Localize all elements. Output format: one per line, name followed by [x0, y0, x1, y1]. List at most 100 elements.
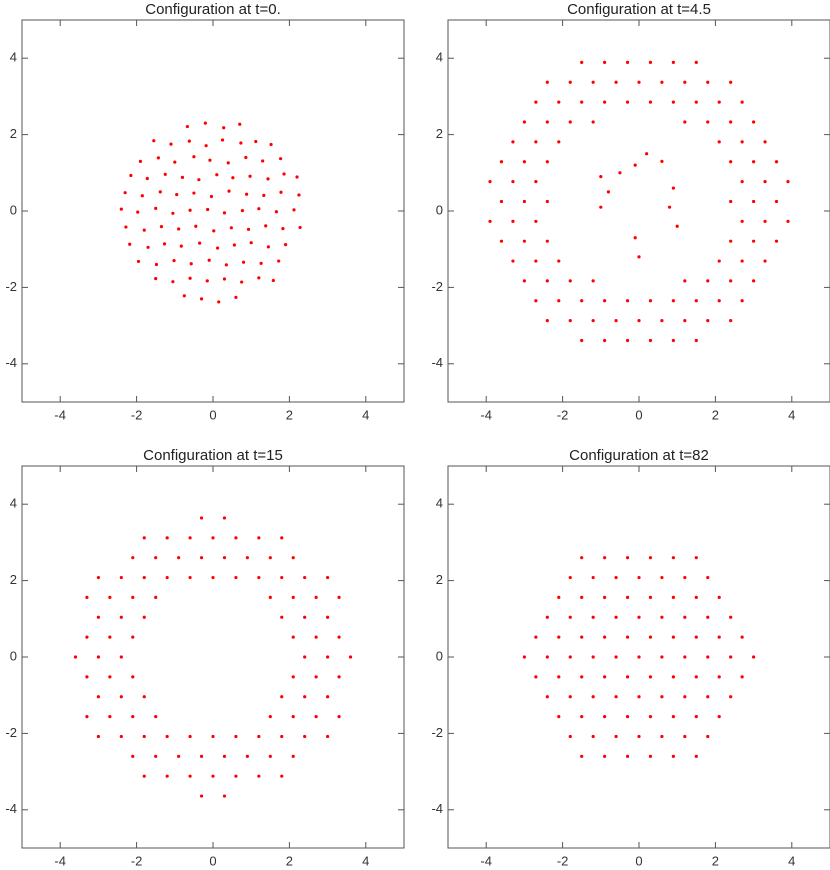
point	[215, 246, 220, 250]
point	[96, 655, 100, 659]
point	[671, 338, 675, 343]
x-tick-label: 4	[788, 407, 795, 422]
point	[227, 189, 231, 193]
point	[637, 319, 641, 323]
point	[557, 299, 561, 303]
point	[580, 100, 584, 104]
point	[694, 635, 698, 639]
point	[142, 228, 146, 232]
point	[303, 655, 307, 659]
point	[192, 155, 196, 159]
point	[614, 655, 618, 659]
point	[291, 595, 295, 600]
point	[683, 655, 687, 659]
point	[648, 299, 653, 303]
point	[194, 224, 198, 228]
point	[534, 219, 538, 223]
point	[239, 141, 243, 145]
point	[591, 120, 595, 124]
point	[119, 615, 123, 619]
point	[786, 179, 790, 184]
point	[154, 595, 158, 600]
y-tick-label: 4	[10, 50, 17, 65]
point	[694, 338, 698, 343]
point	[694, 556, 698, 560]
point	[234, 734, 238, 739]
point	[154, 556, 158, 560]
point	[326, 655, 330, 659]
point	[108, 714, 112, 719]
point	[706, 655, 710, 659]
point	[262, 193, 266, 197]
point	[625, 299, 630, 303]
point	[625, 556, 630, 560]
point	[266, 245, 270, 249]
point	[291, 556, 295, 560]
point	[280, 734, 284, 739]
point	[568, 615, 572, 619]
point	[314, 714, 318, 719]
point	[694, 100, 698, 104]
point	[603, 635, 607, 639]
point	[522, 655, 527, 659]
point	[85, 675, 89, 679]
point	[257, 774, 261, 778]
point	[222, 277, 227, 281]
x-tick-label: 2	[286, 853, 293, 868]
point	[683, 319, 687, 323]
point	[580, 714, 584, 719]
point	[264, 224, 268, 228]
point	[271, 278, 275, 283]
point	[637, 575, 641, 580]
point	[671, 556, 675, 560]
point	[568, 734, 572, 739]
point	[303, 615, 307, 619]
point	[108, 635, 112, 639]
point	[534, 140, 538, 144]
point	[188, 276, 192, 280]
chart-title: Configuration at t=15	[143, 447, 283, 464]
point	[660, 734, 664, 739]
point	[177, 556, 181, 560]
point	[224, 263, 228, 267]
point	[545, 160, 549, 164]
y-tick-label: -4	[431, 355, 443, 370]
point	[204, 144, 208, 148]
point	[280, 774, 284, 778]
x-tick-label: 2	[712, 407, 719, 422]
point	[568, 319, 572, 323]
y-tick-label: 2	[436, 572, 443, 587]
point	[752, 655, 756, 659]
point	[591, 575, 595, 580]
point	[283, 243, 288, 247]
point	[599, 175, 603, 179]
point	[203, 121, 207, 125]
point	[683, 734, 687, 739]
point	[729, 695, 733, 699]
point	[522, 160, 527, 164]
point	[303, 575, 307, 580]
point	[326, 575, 330, 580]
point	[545, 199, 549, 204]
point	[729, 120, 733, 124]
point	[637, 695, 641, 699]
point	[257, 207, 261, 211]
point	[522, 279, 527, 283]
point	[683, 575, 687, 580]
point	[568, 279, 572, 283]
point	[729, 615, 733, 619]
point	[511, 259, 515, 263]
frame	[21, 19, 405, 403]
x-tick-label: 0	[209, 853, 216, 868]
x-tick-label: -4	[480, 407, 492, 422]
point	[245, 556, 249, 560]
y-tick-label: -2	[5, 279, 17, 294]
frame	[447, 19, 830, 403]
point	[614, 80, 618, 84]
point	[774, 160, 779, 164]
point	[291, 714, 295, 719]
point	[268, 714, 272, 719]
point	[557, 635, 561, 639]
point	[625, 754, 630, 758]
point	[188, 208, 192, 212]
